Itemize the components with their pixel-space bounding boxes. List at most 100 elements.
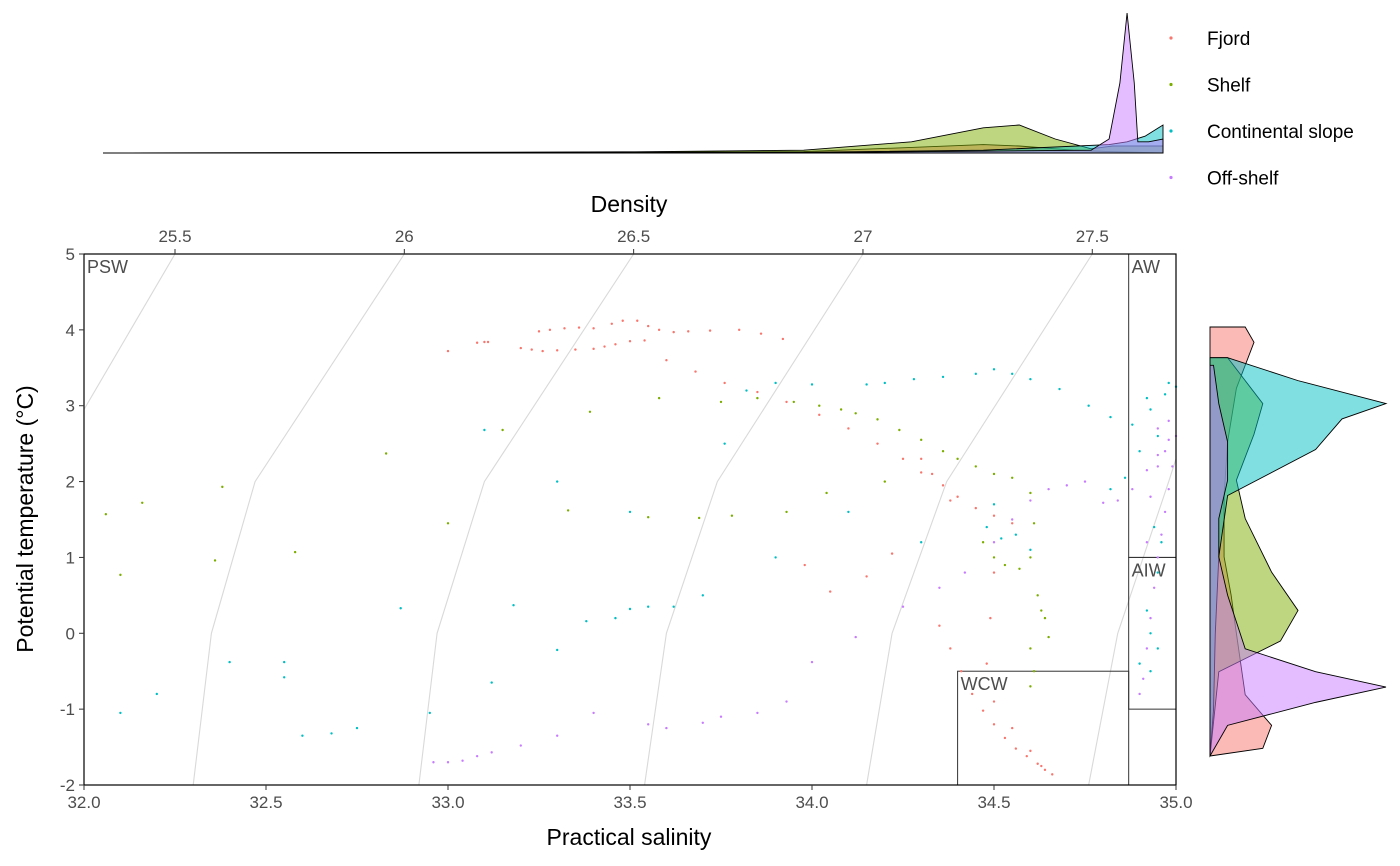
data-point	[647, 605, 650, 608]
data-point	[603, 345, 606, 348]
data-point	[1029, 647, 1032, 650]
data-point	[628, 607, 632, 611]
data-point	[1131, 487, 1134, 491]
data-point	[697, 516, 701, 520]
data-point	[141, 501, 144, 505]
data-point	[432, 761, 435, 764]
y-tick-label: 2	[66, 473, 75, 492]
data-point	[486, 340, 490, 344]
data-point	[756, 390, 759, 394]
data-point	[941, 484, 945, 487]
legend-key	[1169, 36, 1173, 40]
data-point	[1156, 427, 1160, 430]
y-tick-label: 0	[66, 624, 75, 643]
data-point	[647, 516, 650, 519]
data-point	[1083, 480, 1087, 483]
data-point	[847, 510, 850, 514]
x-axis-title: Practical salinity	[547, 824, 712, 850]
data-point	[701, 594, 704, 597]
data-point	[519, 744, 522, 747]
data-point	[1149, 632, 1152, 635]
data-point	[657, 328, 661, 332]
data-point	[672, 330, 675, 334]
density-axis-title: Density	[591, 191, 668, 217]
data-point	[1032, 670, 1036, 673]
y-tick-label: 4	[66, 321, 75, 340]
data-point	[588, 410, 592, 413]
data-point	[920, 471, 923, 474]
y-tick-label: -1	[60, 700, 75, 719]
data-point	[818, 413, 821, 417]
data-point	[825, 491, 828, 495]
data-point	[687, 330, 690, 333]
data-point	[556, 734, 559, 737]
data-point	[992, 700, 996, 703]
data-points	[104, 319, 1178, 776]
data-point	[1000, 537, 1003, 540]
water-mass-label: WCW	[961, 674, 1008, 694]
data-point	[992, 472, 996, 476]
data-point	[475, 754, 479, 758]
data-point	[774, 381, 777, 385]
data-point	[974, 372, 977, 376]
data-point	[672, 605, 675, 608]
data-point	[829, 590, 832, 593]
data-point	[512, 604, 515, 607]
data-point	[1156, 434, 1160, 438]
data-point	[483, 428, 486, 432]
data-point	[1145, 541, 1149, 544]
legend-key	[1169, 175, 1173, 180]
data-point	[119, 573, 122, 577]
data-point	[701, 721, 704, 724]
data-point	[1036, 594, 1039, 597]
data-point	[461, 759, 464, 762]
data-point	[1167, 438, 1170, 442]
data-point	[548, 328, 552, 332]
data-point	[1156, 453, 1160, 457]
data-point	[898, 428, 901, 432]
data-point	[628, 510, 632, 514]
data-point	[949, 647, 952, 650]
data-point	[738, 328, 741, 332]
data-point	[865, 575, 868, 578]
data-point	[756, 396, 759, 400]
data-point	[1047, 635, 1050, 639]
data-point	[854, 635, 857, 639]
series-points	[104, 396, 1050, 688]
data-point	[920, 438, 923, 442]
data-point	[785, 400, 788, 404]
data-point	[501, 428, 504, 432]
data-point	[556, 648, 559, 652]
data-point	[1145, 609, 1149, 612]
data-point	[384, 452, 388, 455]
y-tick-label: 3	[66, 397, 75, 416]
data-point	[556, 480, 559, 483]
data-point	[1156, 571, 1160, 574]
data-point	[1149, 408, 1152, 411]
data-point	[1160, 533, 1163, 536]
data-point	[992, 368, 996, 371]
data-point	[876, 442, 879, 445]
data-point	[981, 709, 985, 712]
data-point	[719, 715, 723, 718]
data-point	[745, 389, 748, 392]
data-point	[1131, 423, 1134, 426]
data-point	[541, 349, 544, 353]
y-axis-title: Potential temperature (°C)	[12, 385, 38, 652]
series-points	[446, 319, 1054, 776]
data-point	[1152, 586, 1156, 589]
data-point	[708, 329, 712, 332]
data-point	[985, 662, 988, 665]
data-point	[992, 723, 996, 726]
data-point	[1163, 510, 1167, 514]
data-point	[446, 761, 450, 764]
data-point	[530, 348, 533, 351]
data-point	[719, 400, 723, 404]
data-point	[1003, 563, 1007, 567]
data-point	[1138, 692, 1141, 696]
data-point	[803, 563, 806, 567]
data-point	[1167, 419, 1170, 423]
data-point	[1087, 404, 1090, 407]
data-point	[1036, 762, 1039, 765]
